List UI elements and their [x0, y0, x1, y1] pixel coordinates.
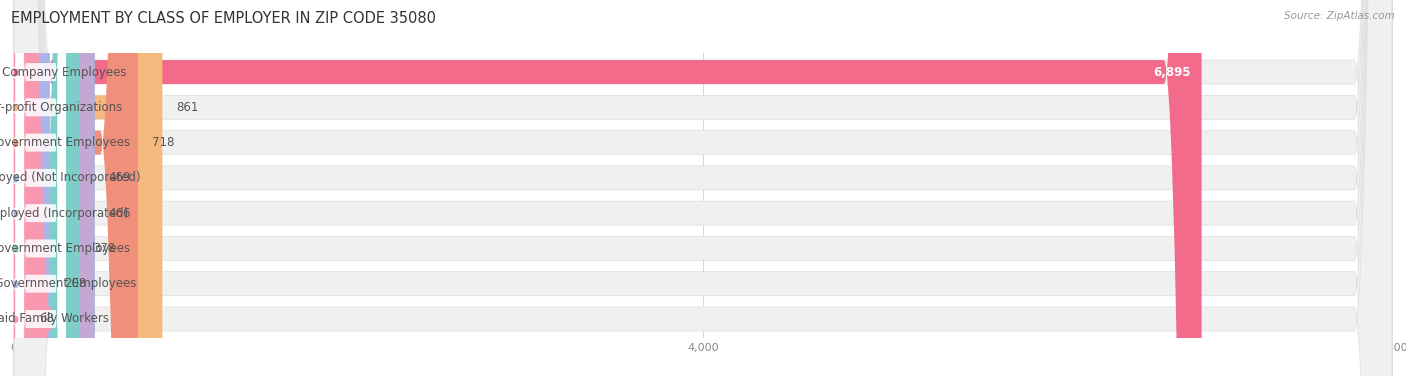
FancyBboxPatch shape [15, 0, 66, 376]
FancyBboxPatch shape [14, 0, 1392, 376]
FancyBboxPatch shape [15, 0, 66, 376]
Text: Private Company Employees: Private Company Employees [0, 65, 127, 79]
FancyBboxPatch shape [0, 0, 52, 376]
Text: Local Government Employees: Local Government Employees [0, 136, 129, 149]
FancyBboxPatch shape [14, 0, 1392, 376]
FancyBboxPatch shape [14, 0, 1392, 376]
FancyBboxPatch shape [14, 0, 1392, 376]
FancyBboxPatch shape [15, 0, 66, 376]
Text: 466: 466 [108, 207, 131, 220]
Text: Not-for-profit Organizations: Not-for-profit Organizations [0, 101, 122, 114]
Text: 469: 469 [108, 171, 131, 184]
Text: 68: 68 [39, 312, 55, 326]
Text: Unpaid Family Workers: Unpaid Family Workers [0, 312, 110, 326]
Text: Self-Employed (Incorporated): Self-Employed (Incorporated) [0, 207, 128, 220]
Text: Self-Employed (Not Incorporated): Self-Employed (Not Incorporated) [0, 171, 141, 184]
Text: State Government Employees: State Government Employees [0, 242, 131, 255]
FancyBboxPatch shape [14, 0, 79, 376]
FancyBboxPatch shape [14, 0, 94, 376]
Text: 6,895: 6,895 [1154, 65, 1191, 79]
FancyBboxPatch shape [15, 0, 66, 376]
FancyBboxPatch shape [14, 0, 1202, 376]
Text: Source: ZipAtlas.com: Source: ZipAtlas.com [1284, 11, 1395, 21]
FancyBboxPatch shape [15, 0, 66, 376]
FancyBboxPatch shape [15, 0, 66, 376]
FancyBboxPatch shape [14, 0, 1392, 376]
Text: 208: 208 [63, 277, 86, 290]
Text: Federal Government Employees: Federal Government Employees [0, 277, 136, 290]
FancyBboxPatch shape [13, 0, 52, 376]
FancyBboxPatch shape [15, 0, 66, 376]
FancyBboxPatch shape [14, 0, 1392, 376]
FancyBboxPatch shape [14, 0, 94, 376]
FancyBboxPatch shape [15, 0, 66, 376]
Text: 861: 861 [176, 101, 198, 114]
Text: 718: 718 [152, 136, 174, 149]
Text: EMPLOYMENT BY CLASS OF EMPLOYER IN ZIP CODE 35080: EMPLOYMENT BY CLASS OF EMPLOYER IN ZIP C… [11, 11, 436, 26]
FancyBboxPatch shape [14, 0, 162, 376]
FancyBboxPatch shape [14, 0, 1392, 376]
Text: 378: 378 [93, 242, 115, 255]
FancyBboxPatch shape [14, 0, 138, 376]
FancyBboxPatch shape [14, 0, 1392, 376]
